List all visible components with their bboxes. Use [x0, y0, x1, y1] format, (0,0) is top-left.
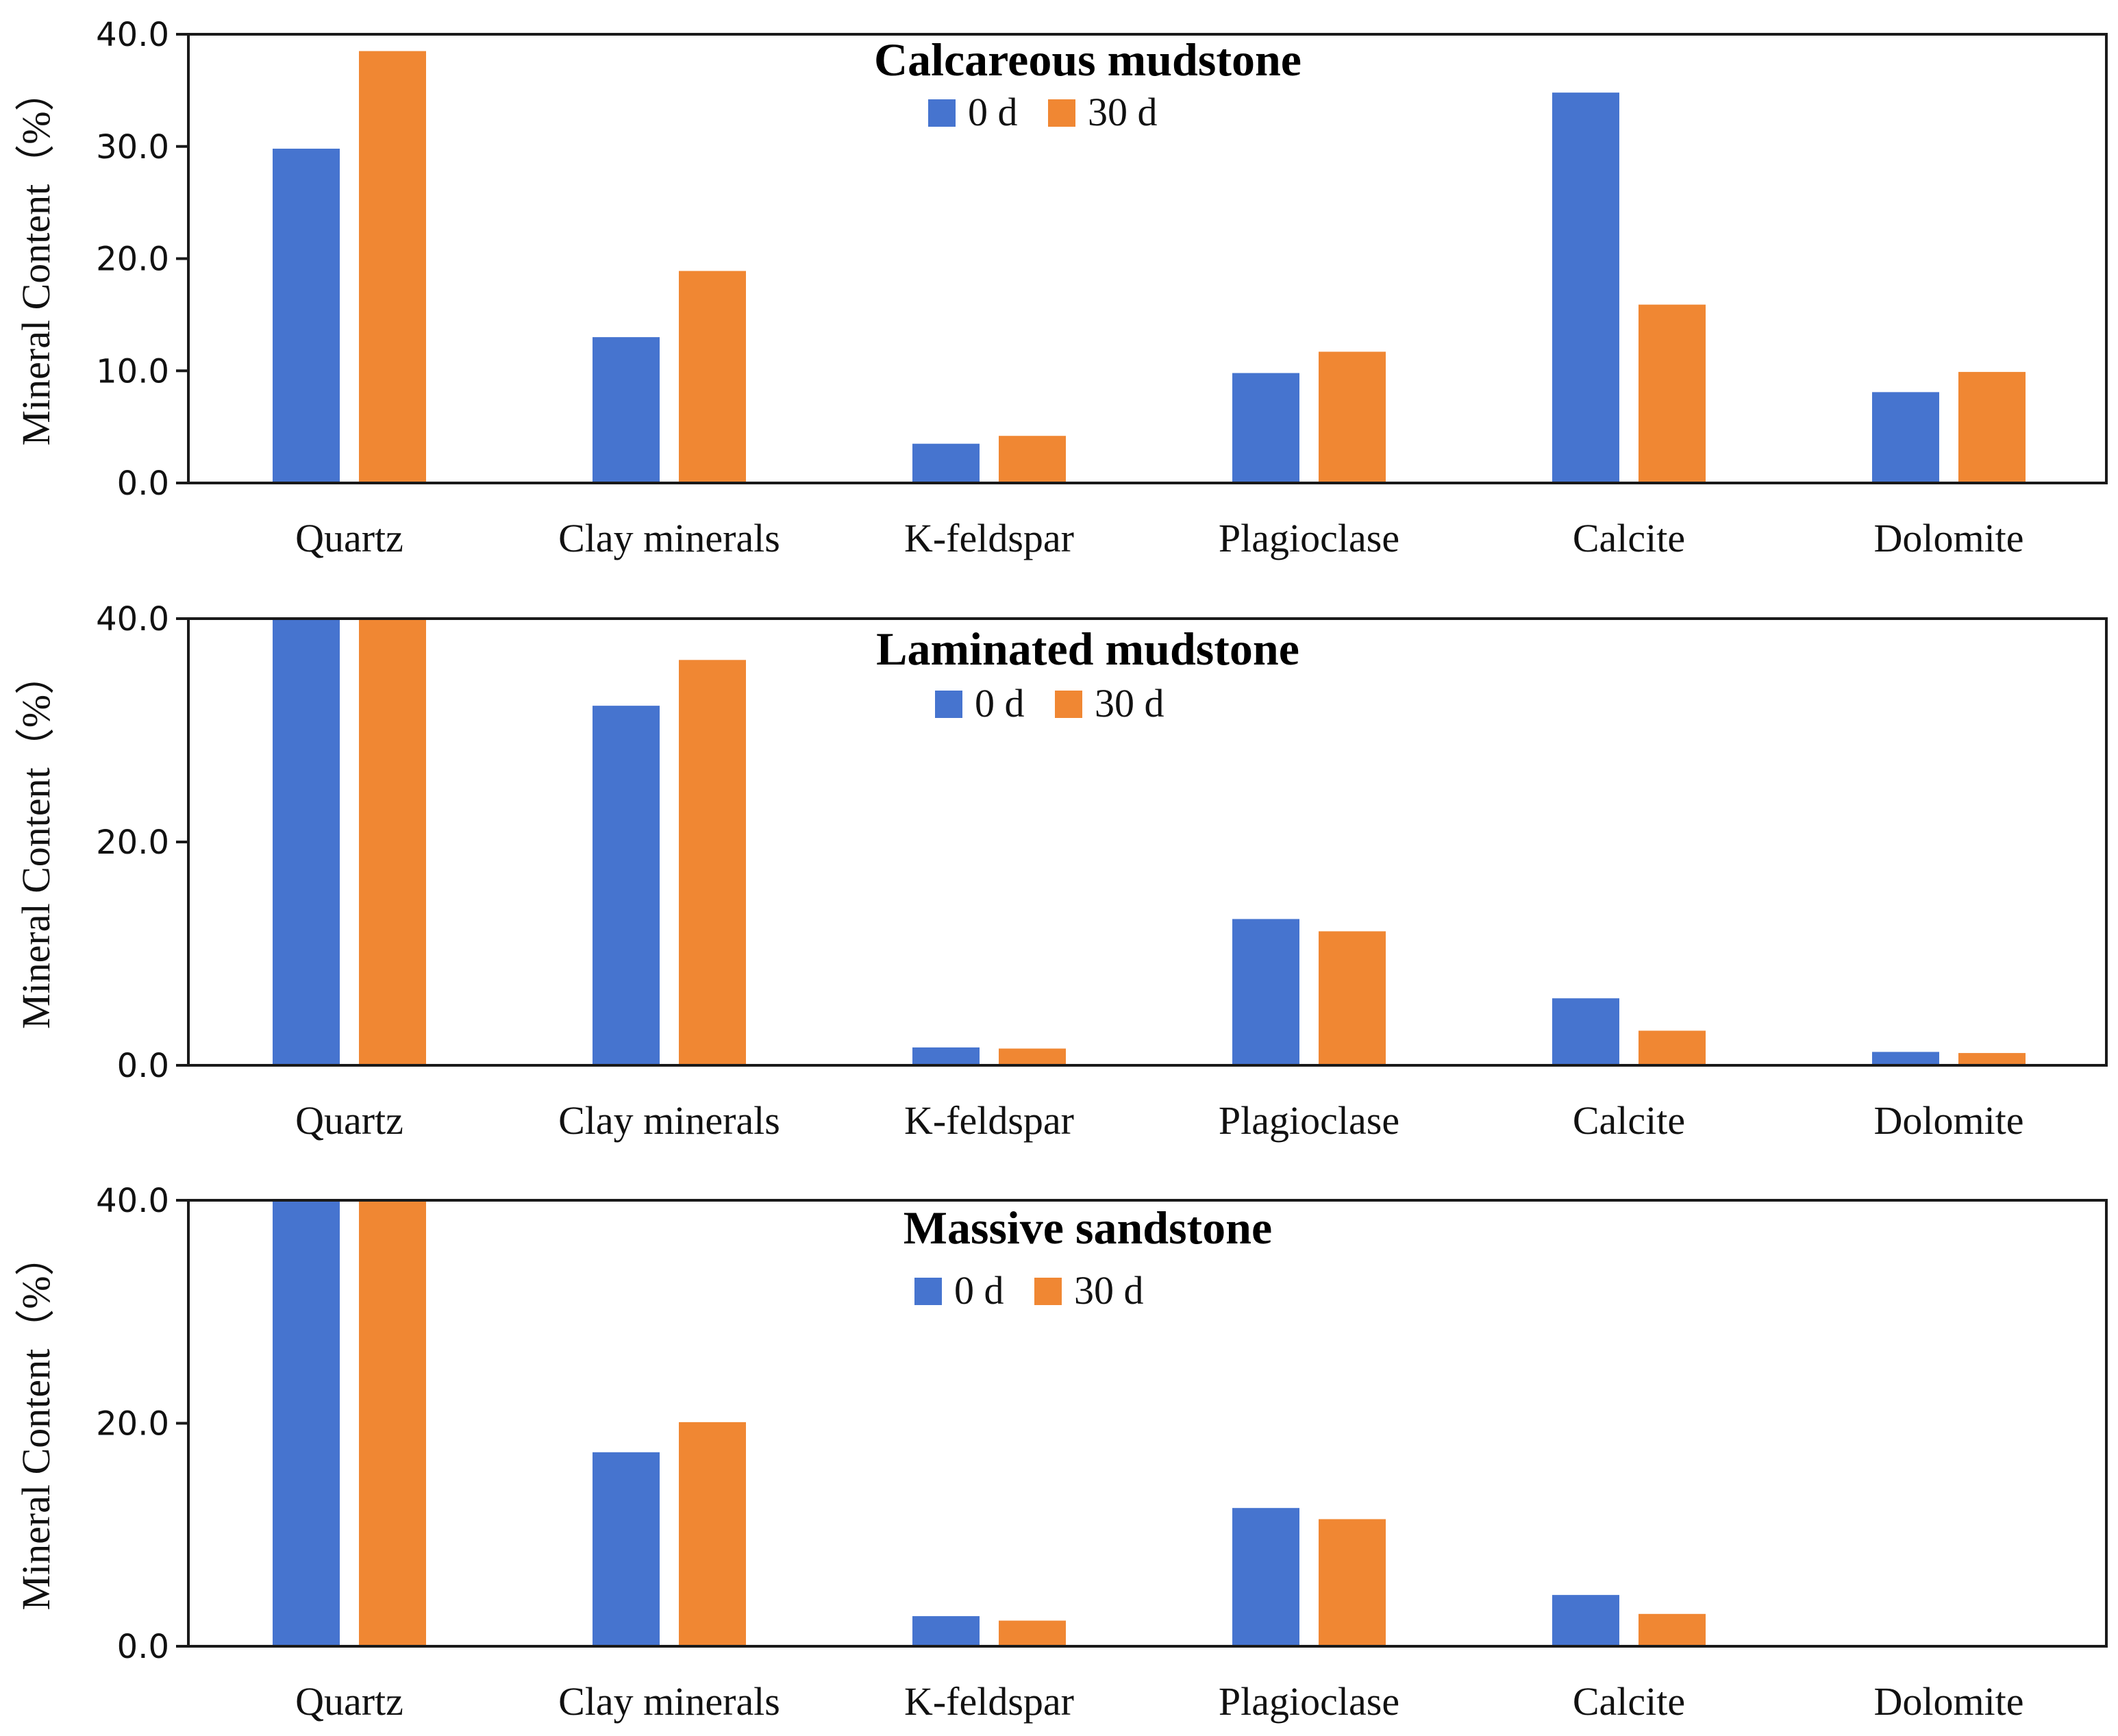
bar-clay-minerals-0d: [593, 337, 660, 483]
chart-title: Massive sandstone: [904, 1202, 1272, 1254]
bar-calcite-0d: [1552, 998, 1619, 1065]
legend-swatch-30d: [1048, 99, 1075, 127]
legend-swatch-30d: [1055, 691, 1082, 718]
panel-3: 0.0 20.0 40.0 Quartz Clay minerals K-feldspar…: [14, 1182, 2108, 1724]
x-tick-label: K-feldspar: [904, 1098, 1074, 1143]
x-tick-label: K-feldspar: [904, 1679, 1074, 1724]
bar-quartz-30d: [359, 51, 426, 483]
bar-calcite-30d: [1639, 1613, 1706, 1646]
bar-calcite-0d: [1552, 1595, 1619, 1646]
x-tick-label: Quartz: [295, 516, 403, 560]
y-tick-label: 20.0: [96, 823, 169, 862]
y-tick-label: 20.0: [96, 1405, 169, 1443]
legend-swatch-0d: [935, 691, 962, 718]
bar-plagioclase-0d: [1232, 373, 1299, 483]
y-tick-label: 40.0: [96, 16, 169, 54]
bar-quartz-30d: [359, 1200, 426, 1646]
y-tick-label: 30.0: [96, 128, 169, 166]
bar-plagioclase-30d: [1319, 1519, 1386, 1646]
x-tick-label: Quartz: [295, 1679, 403, 1724]
x-tick-label: Plagioclase: [1219, 1098, 1399, 1143]
bar-quartz-0d: [273, 619, 340, 1065]
bar-dolomite-30d: [1958, 1053, 2026, 1065]
bar-clay-minerals-30d: [679, 1422, 746, 1646]
bar-clay-minerals-30d: [679, 660, 746, 1065]
legend: 0 d 30 d: [935, 681, 1164, 726]
x-tick-label: K-feldspar: [904, 516, 1074, 560]
legend-swatch-30d: [1034, 1278, 1062, 1305]
chart-title: Calcareous mudstone: [874, 34, 1301, 86]
y-tick-label: 40.0: [96, 1182, 169, 1220]
legend-label: 30 d: [1074, 1268, 1144, 1313]
y-tick-label: 40.0: [96, 600, 169, 638]
x-tick-label: Quartz: [295, 1098, 403, 1143]
y-tick-label: 10.0: [96, 352, 169, 390]
panel-1: 0.0 10.0 20.0 30.0 40.0 Quartz Clay minerals K-…: [14, 16, 2108, 560]
bar-k-feldspar-30d: [999, 436, 1066, 483]
bar-clay-minerals-30d: [679, 271, 746, 483]
legend-label: 30 d: [1095, 681, 1164, 726]
bar-calcite-30d: [1639, 1030, 1706, 1065]
y-axis-label: Mineral Content（%）: [14, 655, 58, 1029]
bar-plagioclase-0d: [1232, 1508, 1299, 1646]
x-tick-label: Clay minerals: [558, 1679, 780, 1724]
x-tick-label: Dolomite: [1873, 1098, 2023, 1143]
bar-quartz-30d: [359, 619, 426, 1065]
bar-k-feldspar-30d: [999, 1048, 1066, 1065]
bar-k-feldspar-0d: [912, 1047, 980, 1065]
legend-label: 30 d: [1088, 90, 1158, 134]
bar-k-feldspar-0d: [912, 443, 980, 483]
bar-plagioclase-0d: [1232, 919, 1299, 1065]
legend: 0 d 30 d: [928, 90, 1158, 134]
y-axis-label: Mineral Content（%）: [14, 71, 58, 445]
bar-calcite-0d: [1552, 92, 1619, 483]
legend-swatch-0d: [914, 1278, 942, 1305]
y-tick-label: 0.0: [117, 1628, 169, 1666]
x-tick-label: Plagioclase: [1219, 1679, 1399, 1724]
bar-quartz-0d: [273, 1200, 340, 1646]
x-tick-label: Calcite: [1573, 516, 1685, 560]
y-axis-label: Mineral Content（%）: [14, 1236, 58, 1610]
legend-label: 0 d: [968, 90, 1018, 134]
bar-plagioclase-30d: [1319, 931, 1386, 1065]
bar-k-feldspar-30d: [999, 1620, 1066, 1646]
plot-frame: [187, 1199, 2108, 1648]
legend-swatch-0d: [928, 99, 956, 127]
x-tick-label: Dolomite: [1873, 1679, 2023, 1724]
bar-k-feldspar-0d: [912, 1616, 980, 1646]
bar-clay-minerals-0d: [593, 706, 660, 1065]
legend: 0 d 30 d: [914, 1268, 1144, 1313]
chart-title: Laminated mudstone: [876, 623, 1299, 675]
y-tick-label: 20.0: [96, 240, 169, 279]
legend-label: 0 d: [975, 681, 1025, 726]
bar-clay-minerals-0d: [593, 1452, 660, 1646]
y-tick-label: 0.0: [117, 464, 169, 503]
bar-dolomite-30d: [1958, 371, 2026, 483]
bar-dolomite-0d: [1872, 392, 1939, 483]
x-tick-label: Dolomite: [1873, 516, 2023, 560]
x-tick-label: Calcite: [1573, 1679, 1685, 1724]
bar-quartz-0d: [273, 149, 340, 483]
bar-plagioclase-30d: [1319, 351, 1386, 483]
y-tick-label: 0.0: [117, 1047, 169, 1085]
bar-calcite-30d: [1639, 304, 1706, 483]
x-tick-label: Plagioclase: [1219, 516, 1399, 560]
x-tick-label: Clay minerals: [558, 516, 780, 560]
x-tick-label: Calcite: [1573, 1098, 1685, 1143]
legend-label: 0 d: [954, 1268, 1004, 1313]
panel-2: 0.0 20.0 40.0 Quartz Clay minerals K-feldspar…: [14, 600, 2108, 1143]
x-tick-label: Clay minerals: [558, 1098, 780, 1143]
bar-dolomite-0d: [1872, 1052, 1939, 1065]
